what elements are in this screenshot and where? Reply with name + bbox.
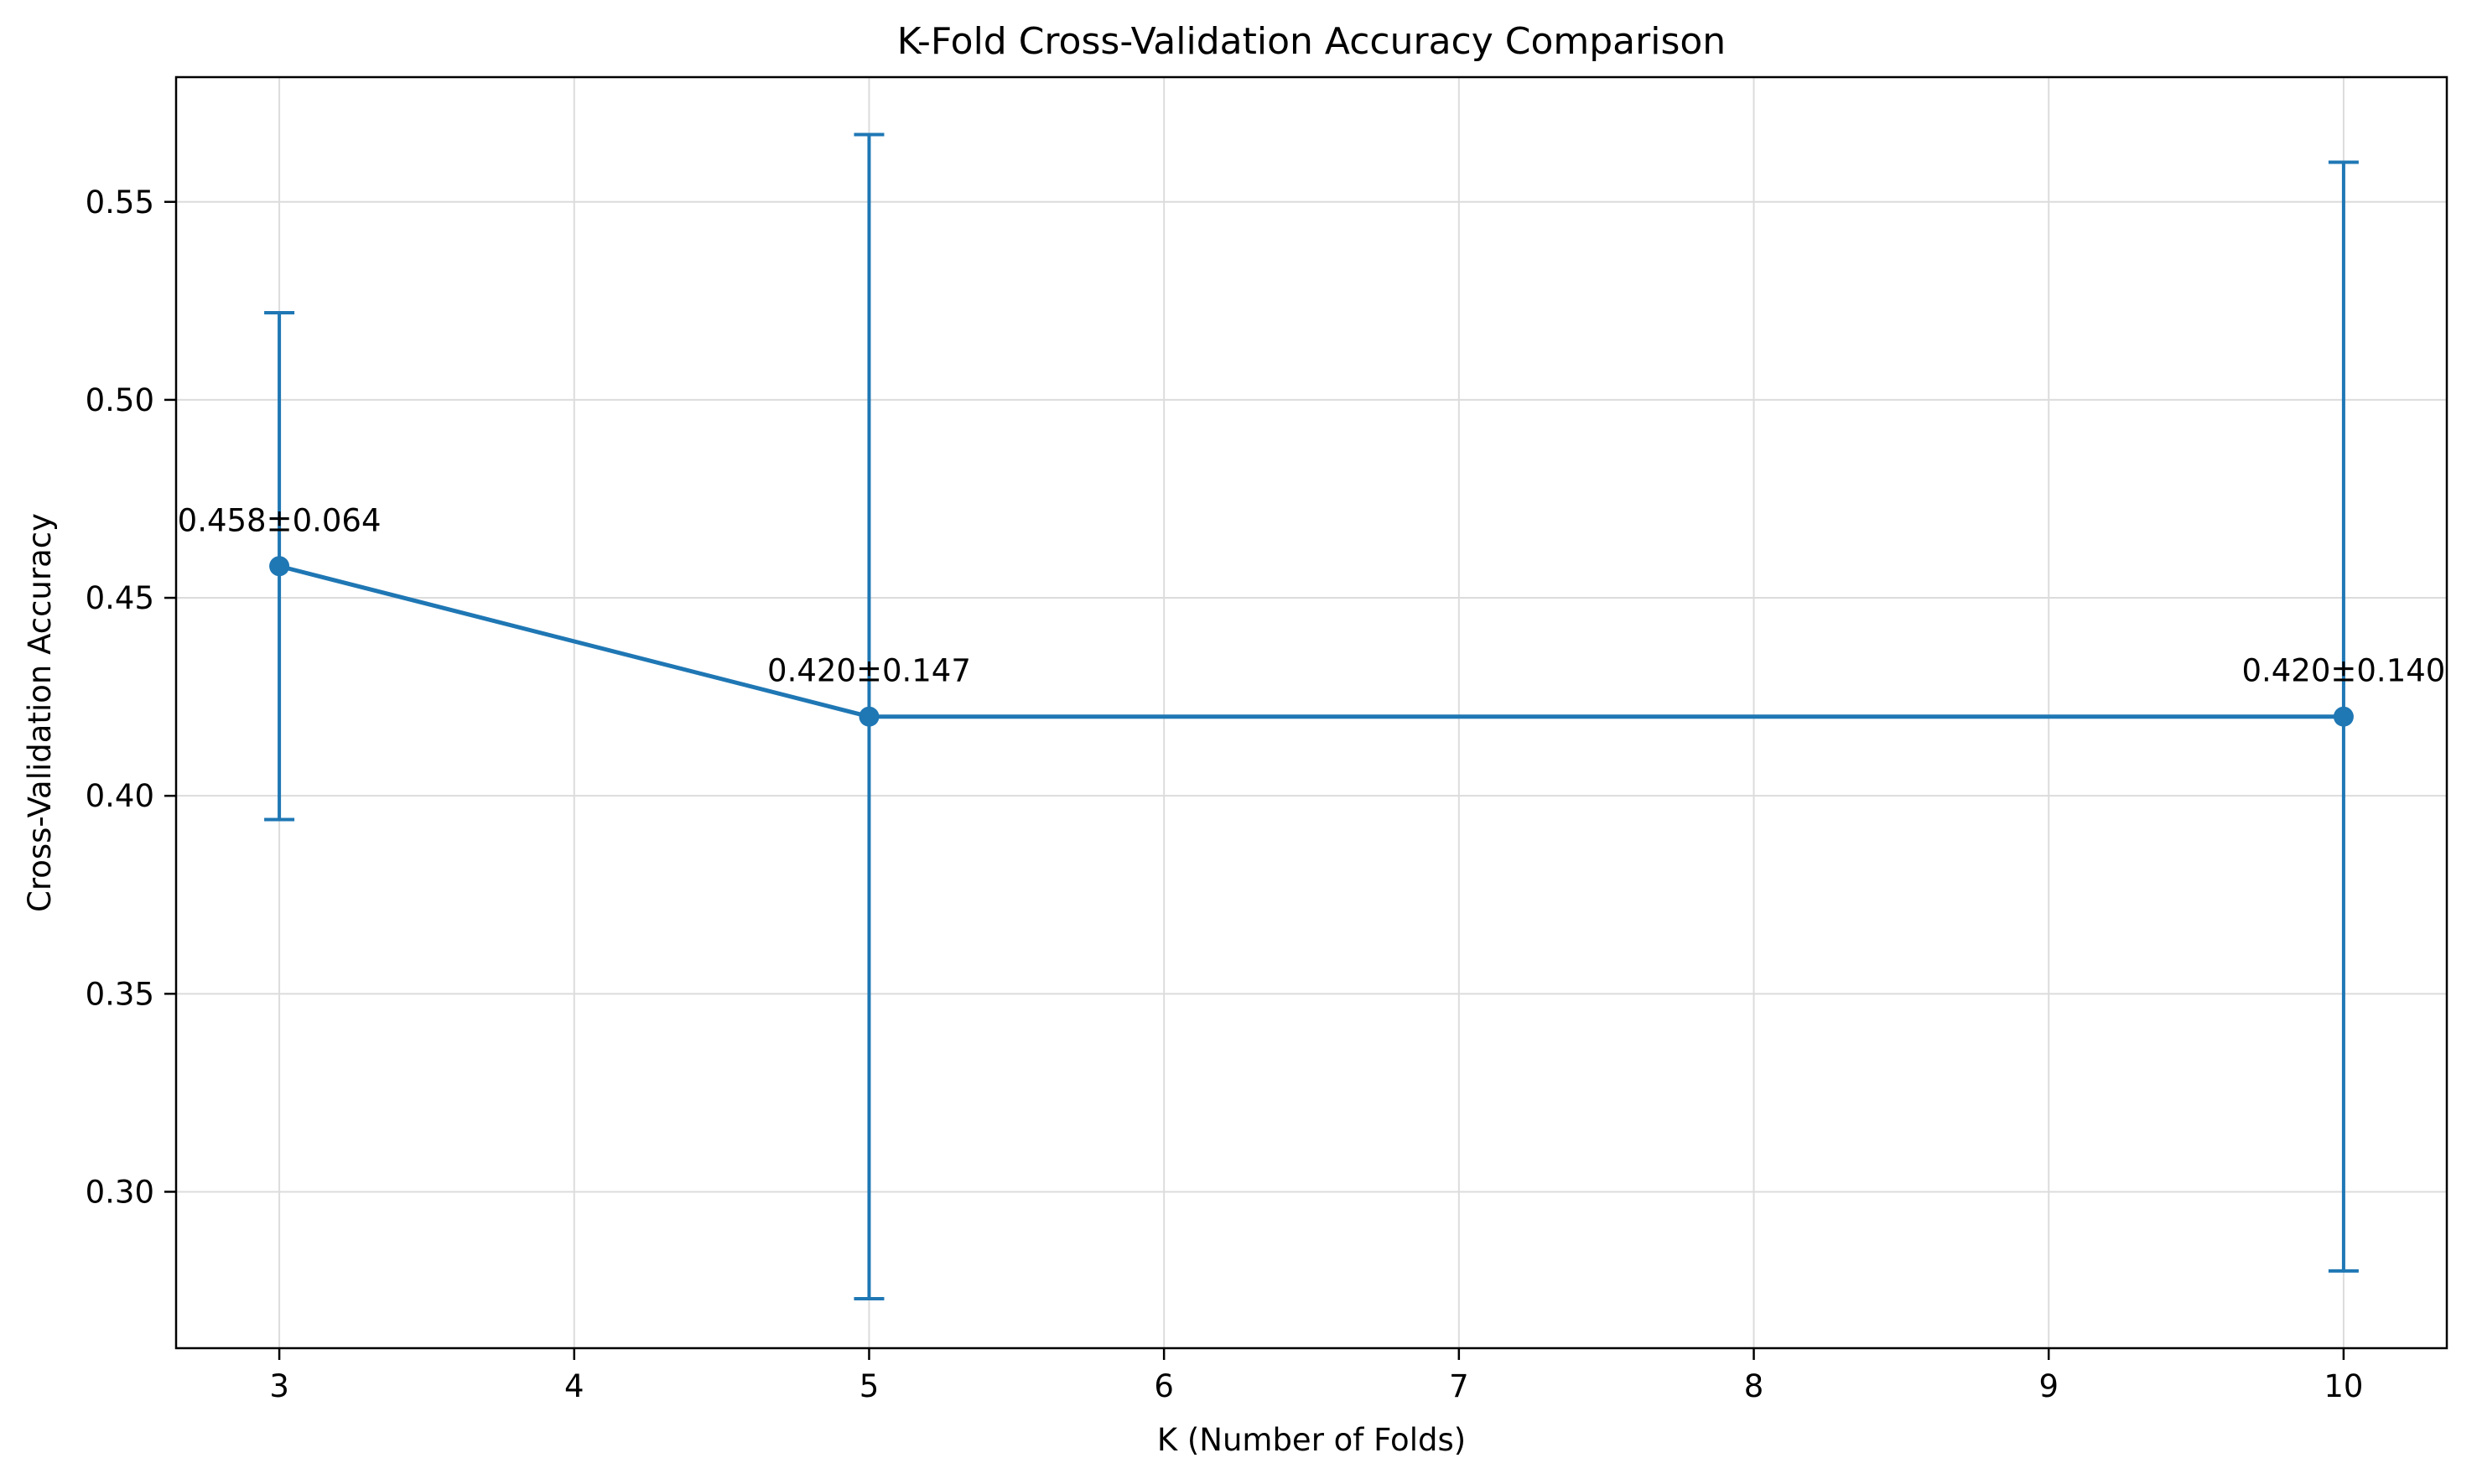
y-axis-label: Cross-Validation Accuracy xyxy=(22,513,58,912)
y-tick-label: 0.30 xyxy=(86,1174,154,1210)
axes-frame xyxy=(174,75,2448,1350)
x-tick-label: 8 xyxy=(1744,1368,1764,1404)
data-point xyxy=(269,556,290,577)
x-tick-label: 9 xyxy=(2038,1368,2059,1404)
plot-data: 0.458±0.064 0.420±0.147 0.420±0.140 xyxy=(178,132,2445,1300)
data-label: 0.458±0.064 xyxy=(178,502,382,538)
x-tick-label: 7 xyxy=(1449,1368,1469,1404)
axis-ticks: 3 4 5 6 7 8 9 10 0.30 0.35 0.40 0.45 0.50 0.55 xyxy=(86,184,2364,1404)
grid-lines xyxy=(176,77,2447,1348)
x-tick-label: 6 xyxy=(1154,1368,1174,1404)
x-axis-label: K (Number of Folds) xyxy=(1157,1422,1466,1458)
y-tick-label: 0.55 xyxy=(86,184,154,221)
y-tick-label: 0.35 xyxy=(86,976,154,1012)
y-tick-label: 0.40 xyxy=(86,778,154,814)
chart-title: K-Fold Cross-Validation Accuracy Compari… xyxy=(897,20,1726,63)
data-point xyxy=(859,706,880,727)
data-label: 0.420±0.147 xyxy=(767,653,971,689)
y-tick-label: 0.50 xyxy=(86,382,154,418)
data-point xyxy=(2333,706,2354,727)
x-tick-label: 4 xyxy=(564,1368,584,1404)
x-tick-label: 3 xyxy=(269,1368,289,1404)
x-tick-label: 10 xyxy=(2324,1368,2363,1404)
x-tick-label: 5 xyxy=(859,1368,880,1404)
data-label: 0.420±0.140 xyxy=(2241,653,2445,689)
y-tick-label: 0.45 xyxy=(86,580,154,616)
